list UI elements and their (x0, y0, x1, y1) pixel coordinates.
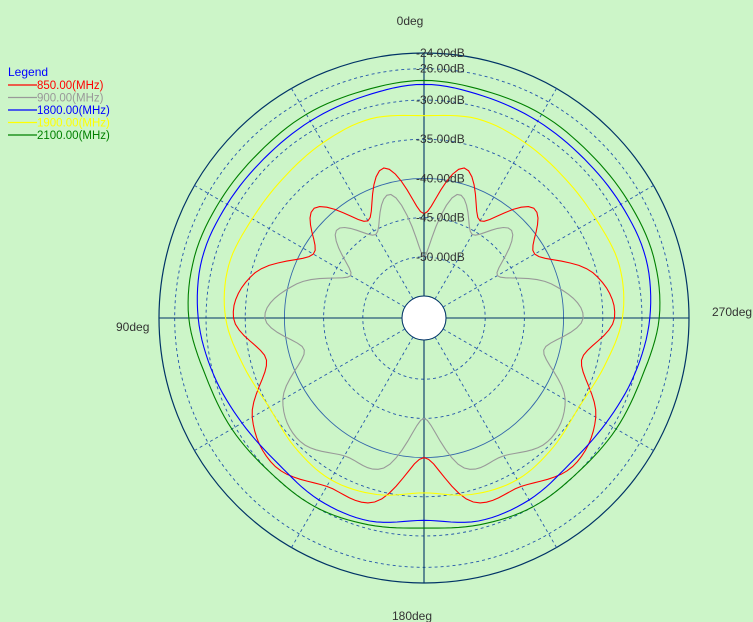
angle-label-180deg: 180deg (392, 609, 432, 622)
grid-spoke (291, 336, 414, 548)
legend-label: 1900.00(MHz) (37, 118, 110, 130)
legend-label: 2100.00(MHz) (37, 130, 110, 142)
angle-label-270deg: 270deg (712, 305, 752, 319)
legend-label: 850.00(MHz) (37, 80, 104, 92)
grid-spoke (434, 336, 557, 548)
grid-spoke (442, 328, 654, 451)
series-line-2 (264, 193, 584, 470)
legend-label: 1800.00(MHz) (37, 105, 110, 117)
series-line-4 (223, 114, 625, 496)
angle-label-90deg: 90deg (116, 320, 149, 334)
grid-spoke (194, 185, 406, 308)
series-line-3 (196, 83, 652, 523)
grid-spoke (434, 88, 557, 300)
radial-tick-label: -26.00dB (416, 62, 465, 76)
radial-tick-label: -24.00dB (416, 46, 465, 60)
series-group (187, 79, 661, 529)
grid-spoke (194, 328, 406, 451)
legend-label: 900.00(MHz) (37, 93, 104, 105)
radial-tick-label: -35.00dB (416, 132, 465, 146)
legend-items: 850.00(MHz)900.00(MHz)1800.00(MHz)1900.0… (8, 80, 110, 142)
polar-grid (158, 52, 690, 584)
grid-inner-circle (401, 295, 447, 341)
tick-labels: -24.00dB -26.00dB -30.00dB -35.00dB -40.00dB… (416, 46, 465, 264)
grid-spoke (442, 185, 654, 308)
radial-tick-label: -30.00dB (416, 93, 465, 107)
grid-spoke (291, 88, 414, 300)
angle-label-0deg: 0deg (397, 14, 424, 28)
radial-tick-label: -40.00dB (416, 171, 465, 185)
radial-tick-label: -45.00dB (416, 211, 465, 225)
radial-tick-label: -50.00dB (416, 250, 465, 264)
legend-title: Legend (8, 65, 48, 79)
series-line-5 (187, 79, 661, 529)
series-line-1 (232, 167, 616, 504)
legend: Legend 850.00(MHz)900.00(MHz)1800.00(MHz… (8, 65, 110, 142)
